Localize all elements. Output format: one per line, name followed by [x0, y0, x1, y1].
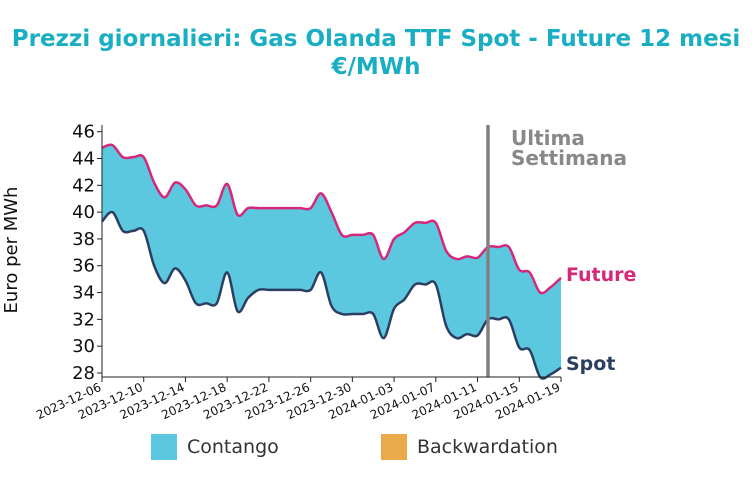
series-label-spot: Spot — [566, 353, 615, 375]
series-label-future: Future — [566, 264, 636, 286]
series-line-future — [101, 143, 562, 295]
legend-swatch-backwardation — [381, 434, 407, 460]
legend-label-backwardation: Backwardation — [417, 436, 558, 458]
y-tick-label: 28 — [72, 363, 95, 384]
last-week-annotation-line: Settimana — [511, 146, 627, 170]
y-tick-label: 40 — [72, 202, 95, 223]
y-axis-label: Euro per MWh — [1, 187, 22, 314]
legend-swatch-contango — [151, 434, 177, 460]
last-week-annotation-line: Ultima — [511, 126, 585, 150]
contango-area-layer — [102, 144, 561, 379]
y-tick-label: 34 — [72, 283, 95, 304]
y-tick-label: 32 — [72, 309, 95, 330]
chart-subtitle: €/MWh — [331, 54, 421, 80]
chart-title: Prezzi giornalieri: Gas Olanda TTF Spot … — [11, 26, 741, 52]
y-tick-label: 46 — [72, 122, 95, 143]
contango-area — [102, 144, 561, 379]
series-labels-layer: Future Spot — [566, 264, 636, 375]
y-tick-label: 36 — [72, 256, 95, 277]
legend-item-contango: Contango — [151, 434, 279, 460]
legend-label-contango: Contango — [187, 436, 279, 458]
legend-item-backwardation: Backwardation — [381, 434, 558, 460]
last-week-annotation: Ultima Settimana — [511, 126, 627, 170]
y-tick-label: 38 — [72, 229, 95, 250]
series-line-spot — [101, 210, 562, 380]
y-tick-label: 44 — [72, 149, 95, 170]
y-tick-label: 30 — [72, 336, 95, 357]
series-lines-layer — [101, 143, 562, 380]
y-tick-label: 42 — [72, 175, 95, 196]
